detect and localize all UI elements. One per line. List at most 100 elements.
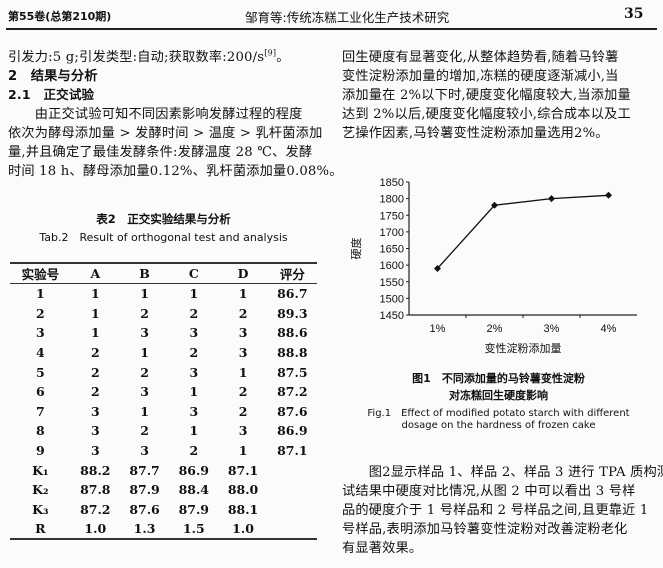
- table-row: 3 1 3 3 3 88.6: [10, 323, 317, 343]
- text-line: 引发力:5 g;引发类型:自动;获取数率:200/s[9]。: [8, 48, 290, 65]
- table-cell: 2: [140, 364, 149, 380]
- x-tick-label: 1%: [430, 323, 446, 335]
- table-cell: 1: [140, 345, 149, 361]
- data-point: [434, 264, 441, 272]
- table-cell: 1: [238, 364, 248, 380]
- table-cell: 89.3: [277, 305, 308, 321]
- x-tick-label: 2%: [487, 323, 503, 335]
- data-point: [548, 195, 555, 203]
- table-cell: [268, 480, 317, 500]
- text-line: 品的硬度介于 1 号样品和 2 号样品之间,且更靠近 1: [342, 503, 649, 518]
- table-cell: 3: [140, 325, 149, 341]
- figure-caption-cn-2: 对冻糕回生硬度影响: [449, 389, 548, 402]
- table-cell: 3: [189, 403, 199, 419]
- data-point: [491, 201, 498, 209]
- table-cell: 88.2: [80, 462, 111, 478]
- text-line: 量,并且确定了最佳发酵条件:发酵温度 28 ℃、发酵: [8, 145, 313, 160]
- table-row: 8 3 2 1 3 86.9: [10, 421, 317, 441]
- table-cell: 87.2: [80, 501, 111, 517]
- table-cell: 2: [90, 384, 100, 400]
- y-tick-label: 1650: [380, 244, 404, 256]
- table-cell: [268, 519, 317, 539]
- table-cell: 1: [90, 325, 100, 341]
- table-cell: 1.0: [232, 521, 254, 537]
- table-cell: 2: [238, 384, 248, 400]
- table-cell: 87.6: [129, 501, 160, 517]
- table-cell: 1: [189, 384, 199, 400]
- text-line: 变性淀粉添加量的增加,冻糕的硬度逐渐减小,当: [342, 69, 619, 84]
- table-cell: 6: [35, 384, 45, 400]
- table-row: 6 2 3 1 2 87.2: [10, 382, 317, 402]
- figure-caption-en-2: dosage on the hardness of frozen cake: [401, 420, 596, 431]
- table-cell: 3: [238, 345, 248, 361]
- journal-volume: 第55卷(总第210期): [8, 10, 112, 23]
- text-line: 图2显示样品 1、样品 2、样品 3 进行 TPA 质构测: [342, 465, 663, 480]
- table-cell: 1.3: [133, 521, 156, 537]
- table-cell: [268, 460, 317, 480]
- text-line: 回生硬度有显著变化,从整体趋势看,随着马铃薯: [342, 50, 619, 65]
- table-cell: 88.8: [277, 345, 308, 361]
- table-cell: 87.1: [277, 443, 308, 459]
- figure-caption-cn-1: 图1 不同添加量的马铃薯变性淀粉: [412, 372, 585, 385]
- text-line: 有显著效果。: [342, 541, 423, 556]
- table-cell: 3: [90, 403, 100, 419]
- table-cell: 2: [140, 423, 149, 439]
- table-cell: 87.2: [277, 384, 308, 400]
- header-rule: [6, 28, 657, 30]
- data-line: [437, 194, 609, 269]
- table-cell: 2: [140, 305, 149, 321]
- table-cell: 87.5: [277, 364, 308, 380]
- column-header: 实验号: [10, 263, 71, 284]
- table-cell: 1.0: [84, 521, 107, 537]
- y-tick-label: 1450: [380, 310, 404, 322]
- table-cell: 87.6: [277, 403, 308, 419]
- table-title-en: Tab.2 Result of orthogonal test and anal…: [39, 231, 288, 244]
- table-cell: 1: [140, 286, 149, 302]
- table-row: K₁ 88.2 87.7 86.9 87.1: [10, 460, 317, 480]
- table-cell: 3: [189, 325, 199, 341]
- text-line: 添加量在 2%以下时,硬度变化幅度较大,当添加量: [342, 88, 631, 103]
- table-cell: 3: [189, 364, 199, 380]
- table-cell: R: [35, 521, 46, 537]
- y-tick-label: 1550: [380, 277, 404, 289]
- table-cell: 2: [189, 345, 199, 361]
- orthogonal-table: 实验号 A B C D 评分 1 1 1 1 1 86.7 2 1 2 2 2 89.3 3 1 3 3 3 88.6 4 2 1…: [10, 263, 317, 539]
- table-cell: 2: [189, 305, 199, 321]
- table-cell: 3: [140, 443, 149, 459]
- table-row: 9 3 3 2 1 87.1: [10, 441, 317, 461]
- text-line: 时间 18 h、酵母添加量0.12%、乳杆菌添加量0.08%。: [8, 164, 343, 179]
- table-row: K₃ 87.2 87.6 87.9 88.1: [10, 500, 317, 520]
- text-line: 试结果中硬度对比情况,从图 2 中可以看出 3 号样: [342, 484, 636, 499]
- table-cell: 88.0: [227, 482, 259, 498]
- column-header: 评分: [267, 263, 317, 284]
- table-cell: 2: [238, 403, 248, 419]
- table-cell: 7: [35, 403, 45, 419]
- table-cell: 88.4: [178, 482, 210, 498]
- table-cell: 1: [35, 286, 45, 302]
- figure-caption-en-1: Fig.1 Effect of modified potato starch w…: [367, 408, 630, 419]
- table-cell: 3: [90, 423, 100, 439]
- text-line: 依次为酵母添加量 > 发酵时间 > 温度 > 乳杆菌添加: [8, 126, 323, 141]
- table-body: 1 1 1 1 1 86.7 2 1 2 2 2 89.3 3 1 3 3 3 88.6 4 2 1 2 3 88.8 5 2 2 3…: [10, 284, 317, 539]
- table-cell: 5: [35, 364, 45, 380]
- column-header: B: [119, 263, 170, 284]
- table-cell: [268, 500, 317, 520]
- y-tick-label: 1750: [380, 210, 404, 222]
- data-point: [605, 191, 612, 199]
- column-header: D: [218, 263, 268, 284]
- y-axis-label: 硬度: [349, 238, 363, 260]
- y-tick-label: 1600: [380, 260, 404, 272]
- table-cell: 86.9: [277, 423, 308, 439]
- x-axis-label: 变性淀粉添加量: [485, 341, 562, 355]
- table-cell: 8: [35, 423, 45, 439]
- table-cell: 3: [238, 325, 248, 341]
- section-heading: 2 结果与分析: [8, 69, 98, 84]
- table-cell: 1: [140, 403, 149, 419]
- table-row: 5 2 2 3 1 87.5: [10, 362, 317, 382]
- table-row: 2 1 2 2 2 89.3: [10, 304, 317, 324]
- x-tick-label: 3%: [544, 323, 560, 335]
- table-cell: 2: [238, 305, 248, 321]
- x-tick-label: 4%: [601, 323, 617, 335]
- table-cell: 1: [238, 286, 248, 302]
